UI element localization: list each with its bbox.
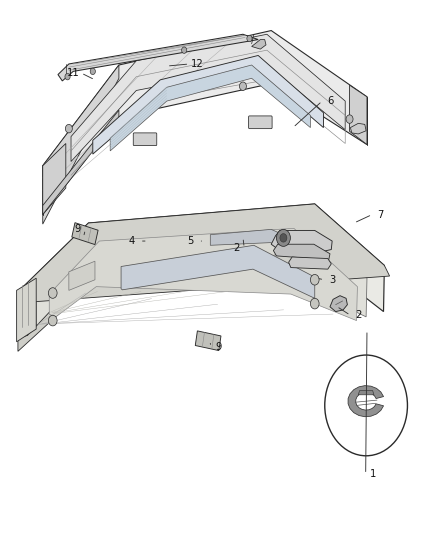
Polygon shape [69, 261, 95, 290]
Polygon shape [36, 220, 367, 325]
Polygon shape [348, 385, 384, 417]
Polygon shape [358, 391, 374, 395]
Polygon shape [71, 34, 345, 161]
Polygon shape [289, 257, 331, 269]
Circle shape [240, 82, 247, 91]
Polygon shape [18, 204, 390, 303]
Circle shape [276, 229, 290, 246]
Text: 9: 9 [216, 342, 222, 352]
Circle shape [48, 288, 57, 298]
Text: 6: 6 [327, 96, 333, 106]
Polygon shape [330, 296, 347, 312]
Text: 5: 5 [187, 236, 194, 246]
Polygon shape [195, 331, 221, 351]
Polygon shape [273, 244, 330, 260]
Polygon shape [17, 278, 36, 342]
Text: 11: 11 [67, 68, 80, 78]
Text: 12: 12 [191, 59, 204, 69]
Circle shape [280, 233, 287, 242]
Circle shape [247, 35, 252, 42]
FancyBboxPatch shape [249, 116, 272, 128]
Polygon shape [271, 230, 332, 253]
Polygon shape [43, 110, 119, 215]
Circle shape [311, 298, 319, 309]
Text: 7: 7 [377, 209, 383, 220]
Polygon shape [18, 204, 385, 338]
Polygon shape [215, 248, 241, 272]
Polygon shape [43, 30, 367, 215]
Circle shape [182, 47, 187, 53]
Polygon shape [58, 34, 258, 81]
Polygon shape [43, 65, 119, 224]
Polygon shape [210, 229, 297, 252]
Circle shape [325, 355, 407, 456]
Circle shape [65, 124, 72, 133]
FancyBboxPatch shape [133, 133, 157, 146]
Polygon shape [18, 273, 86, 351]
Circle shape [346, 115, 353, 123]
Polygon shape [72, 223, 98, 245]
Polygon shape [350, 85, 367, 144]
Polygon shape [267, 251, 293, 273]
Circle shape [65, 74, 70, 80]
Circle shape [311, 274, 319, 285]
Circle shape [48, 316, 57, 326]
Polygon shape [93, 55, 323, 154]
Polygon shape [350, 123, 366, 134]
Text: 1: 1 [370, 470, 377, 479]
Text: 2: 2 [355, 310, 361, 320]
Polygon shape [43, 143, 66, 215]
Text: 4: 4 [129, 236, 135, 246]
Text: 2: 2 [233, 243, 240, 253]
Polygon shape [49, 228, 357, 320]
Text: 3: 3 [329, 274, 335, 285]
Polygon shape [121, 245, 315, 298]
Polygon shape [252, 39, 266, 49]
Polygon shape [110, 65, 311, 151]
Circle shape [90, 68, 95, 75]
Text: 9: 9 [74, 224, 81, 235]
